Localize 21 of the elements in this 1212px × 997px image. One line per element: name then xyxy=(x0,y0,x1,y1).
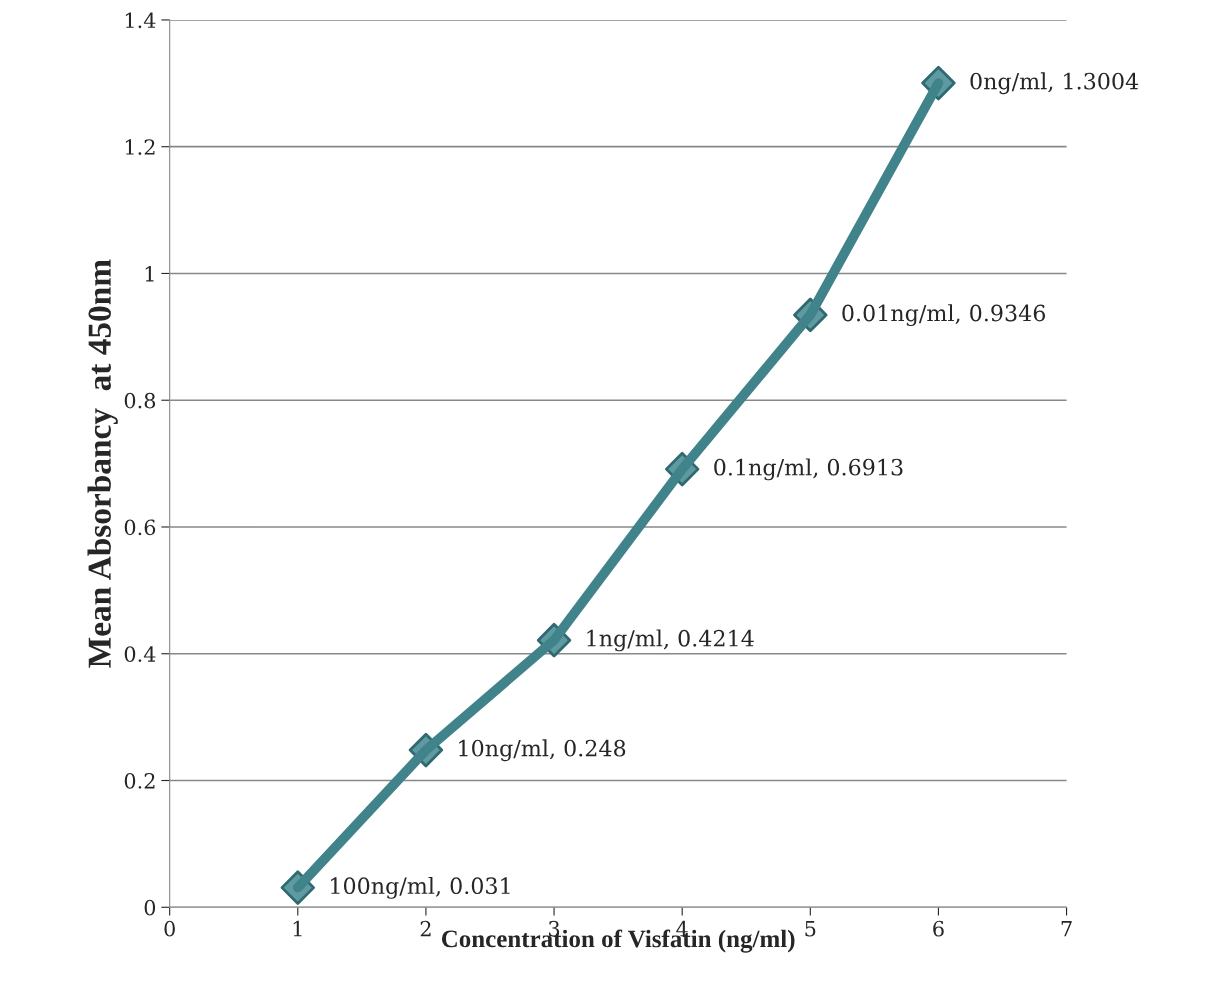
annotation: 0ng/ml, 1.3004 xyxy=(970,72,1139,95)
y-axis-title: Mean Absorbancy at 450nm xyxy=(87,259,118,668)
y-tick-label: 0.4 xyxy=(124,646,156,662)
y-tick-label: 1.4 xyxy=(125,12,156,29)
y-tick-label: 1 xyxy=(145,265,154,282)
x-tick-label: 1 xyxy=(293,920,302,937)
x-tick-label: 0 xyxy=(164,920,175,937)
y-tick-label: 1.2 xyxy=(125,139,155,155)
x-tick-label: 5 xyxy=(805,921,816,937)
x-tick-label: 6 xyxy=(933,920,944,937)
y-tick-label: 0 xyxy=(144,899,156,916)
annotation: 1ng/ml, 0.4214 xyxy=(587,629,754,652)
annotation: 10ng/ml, 0.248 xyxy=(459,739,626,762)
y-tick-label: 0.2 xyxy=(124,772,155,789)
annotation: 0.01ng/ml, 0.9346 xyxy=(842,304,1046,327)
y-tick-label: 0.6 xyxy=(124,519,156,536)
y-tick-label: 0.8 xyxy=(124,392,156,409)
annotation: 0.1ng/ml, 0.6913 xyxy=(714,458,903,481)
annotation: 100ng/ml, 0.031 xyxy=(331,876,510,899)
x-tick-label: 2 xyxy=(420,920,431,937)
x-tick-label: 7 xyxy=(1061,921,1072,937)
